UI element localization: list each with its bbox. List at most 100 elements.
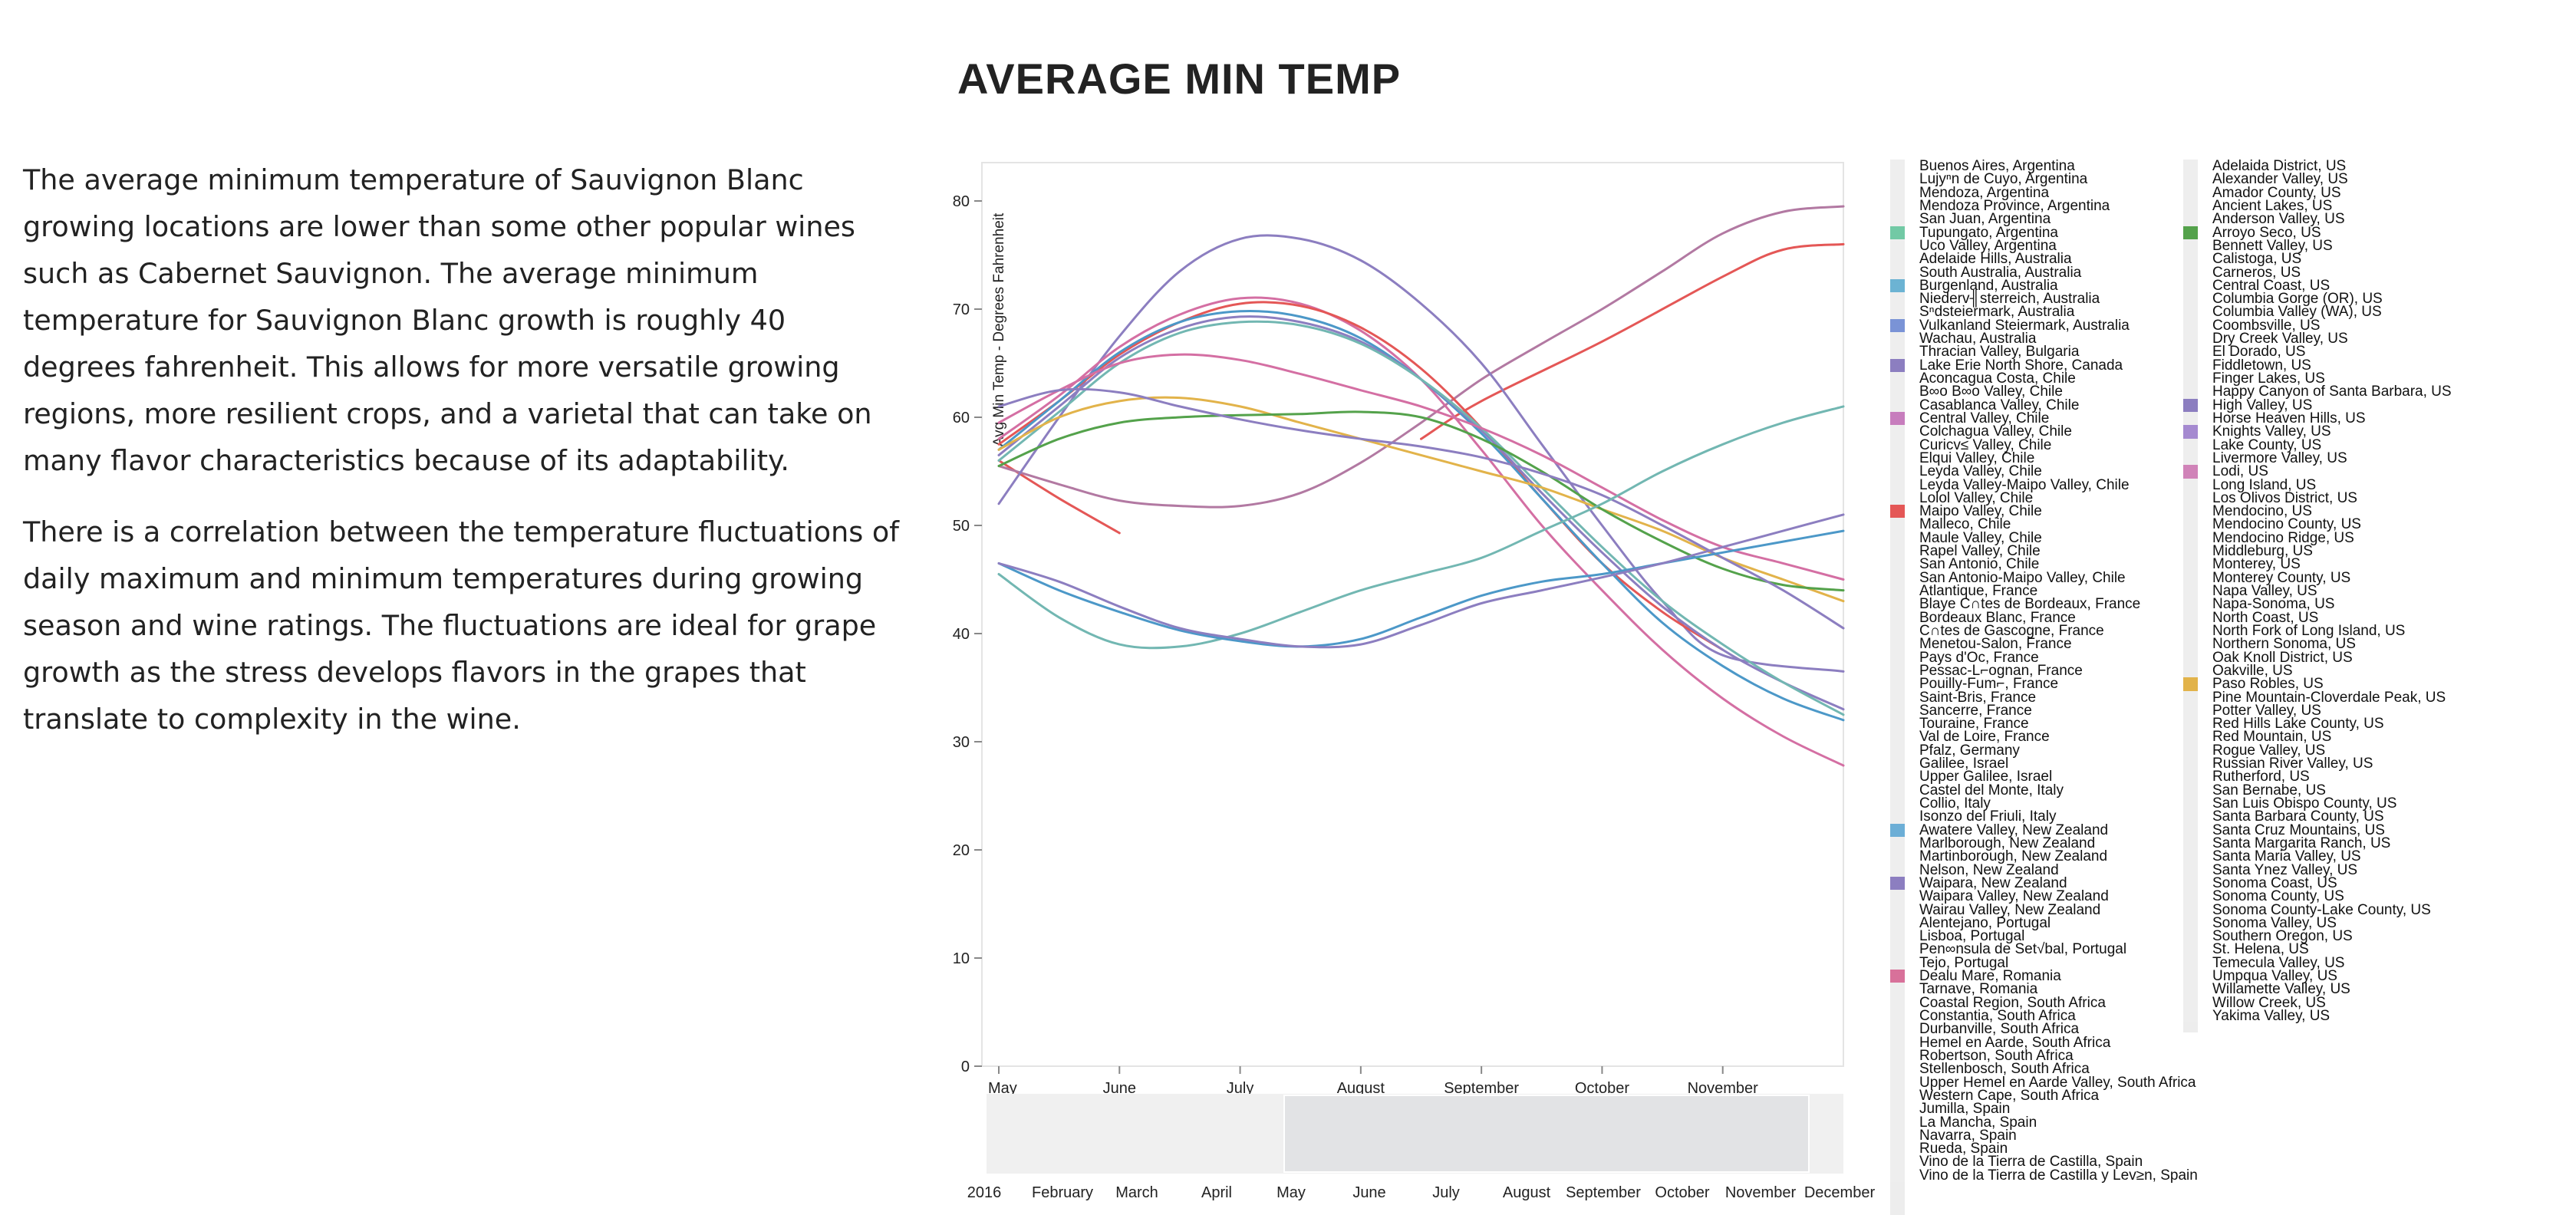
- legend-swatch: [2183, 770, 2198, 784]
- legend-swatch: [2183, 823, 2198, 837]
- x-tick-label: July: [1227, 1080, 1254, 1097]
- legend-label: Ancient Lakes, US: [2212, 197, 2333, 214]
- legend-swatch: [2183, 465, 2198, 479]
- legend-swatch: [2183, 478, 2198, 492]
- legend-swatch: [1890, 916, 1905, 930]
- legend-label: El Dorado, US: [2212, 344, 2306, 361]
- legend-swatch: [2183, 598, 2198, 611]
- plot-frame: [981, 162, 1844, 1067]
- legend-swatch: [1890, 398, 1905, 412]
- legend-swatch: [1890, 385, 1905, 399]
- legend-swatch: [2183, 690, 2198, 704]
- legend-swatch: [1890, 996, 1905, 1009]
- legend-swatch: [1890, 1168, 1905, 1183]
- legend-label: Collio, Italy: [1919, 795, 1991, 812]
- legend-swatch: [2183, 650, 2198, 664]
- page-title: AVERAGE MIN TEMP: [957, 54, 1402, 103]
- legend-label: Curicv≤ Valley, Chile: [1919, 436, 2052, 453]
- legend-label: Yakima Valley, US: [2212, 1008, 2331, 1024]
- legend-label: Alentejano, Portugal: [1919, 914, 2051, 931]
- legend-label: Columbia Gorge (OR), US: [2212, 291, 2383, 308]
- legend-swatch: [1890, 278, 1905, 293]
- legend-swatch: [2183, 398, 2198, 412]
- legend-swatch: [1890, 358, 1905, 372]
- legend-swatch: [1890, 970, 1905, 983]
- legend-label: Santa Maria Valley, US: [2212, 848, 2361, 865]
- legend-label: Napa Valley, US: [2212, 583, 2317, 599]
- overview-brush[interactable]: [1283, 1095, 1810, 1173]
- legend-label: Oakville, US: [2212, 662, 2293, 679]
- x-tick-label: May: [988, 1080, 1017, 1097]
- description-paragraph: There is a correlation between the tempe…: [23, 515, 900, 736]
- legend-swatch: [1890, 1142, 1905, 1156]
- legend-label: Happy Canyon of Santa Barbara, US: [2212, 384, 2452, 400]
- legend-swatch: [1890, 823, 1905, 837]
- legend-label: San Antonio, Chile: [1919, 556, 2040, 573]
- legend-label: San Juan, Argentina: [1919, 211, 2051, 228]
- legend-swatch: [1890, 983, 1905, 996]
- legend-swatch: [1890, 743, 1905, 758]
- legend-label: Marlborough, New Zealand: [1919, 835, 2096, 851]
- legend-label: Lake County, US: [2212, 436, 2322, 453]
- legend-swatch: [2183, 850, 2198, 864]
- legend-label: Finger Lakes, US: [2212, 370, 2325, 387]
- legend-swatch: [2183, 730, 2198, 744]
- legend-swatch: [1890, 332, 1905, 346]
- x-tick-label: June: [1103, 1080, 1136, 1097]
- legend-label: Livermore Valley, US: [2212, 449, 2347, 466]
- y-tick-label: 70: [953, 301, 970, 318]
- legend-label: Buenos Aires, Argentina: [1919, 158, 2075, 174]
- legend-swatch: [2183, 385, 2198, 399]
- legend-label: Lake Erie North Shore, Canada: [1919, 357, 2123, 374]
- legend-swatch: [2183, 930, 2198, 943]
- y-axis-title: Avg Min Temp - Degrees Fahrenheit: [991, 212, 1007, 446]
- legend-label: Mendocino Ridge, US: [2212, 529, 2354, 546]
- legend-swatch: [1890, 890, 1905, 904]
- legend-swatch: [2183, 212, 2198, 226]
- legend-label: Monterey County, US: [2212, 569, 2351, 586]
- legend-label: Knights Valley, US: [2212, 423, 2331, 440]
- legend-swatch: [1890, 1075, 1905, 1089]
- overview-axis: 2016 February March April May June July August S…: [967, 1184, 1876, 1201]
- legend-swatch: [1890, 611, 1905, 624]
- legend-label: Pays d'Oc, France: [1919, 649, 2039, 666]
- legend-label: Galilee, Israel: [1919, 756, 2009, 772]
- legend-label: Mendoza, Argentina: [1919, 184, 2050, 201]
- legend-swatch: [2183, 677, 2198, 691]
- legend-swatch: [2183, 743, 2198, 758]
- legend-swatch: [1890, 411, 1905, 426]
- legend-swatch: [1890, 491, 1905, 505]
- legend-label: Vulkanland Steiermark, Australia: [1919, 317, 2130, 334]
- legend-swatch: [1890, 730, 1905, 744]
- legend-label: Constantia, South Africa: [1919, 1008, 2076, 1024]
- legend-label: La Mancha, Spain: [1919, 1114, 2037, 1131]
- legend-label: Sⁿdsteiermark, Australia: [1919, 304, 2075, 321]
- legend-label: Adelaida District, US: [2212, 158, 2347, 174]
- legend-label: Niederv╢sterreich, Australia: [1919, 291, 2100, 308]
- legend-swatch: [1890, 584, 1905, 598]
- series-line: [997, 320, 1845, 716]
- legend-swatch: [2183, 943, 2198, 957]
- legend-swatch: [1890, 770, 1905, 784]
- legend-swatch: [1890, 663, 1905, 678]
- overview-tick-label: April: [1201, 1184, 1232, 1201]
- legend-swatch: [1890, 690, 1905, 704]
- legend-label: Menetou-Salon, France: [1919, 636, 2072, 653]
- legend-swatch: [2183, 425, 2198, 439]
- legend-swatch: [2183, 903, 2198, 917]
- overview-tick-label: March: [1115, 1184, 1158, 1201]
- legend-swatch: [2183, 797, 2198, 811]
- legend-swatch: [2183, 783, 2198, 797]
- legend-swatch: [2183, 173, 2198, 186]
- legend-swatch: [1890, 1115, 1905, 1129]
- legend-label: Calistoga, US: [2212, 251, 2302, 268]
- legend-label: St. Helena, US: [2212, 941, 2309, 958]
- legend-label: Oak Knoll District, US: [2212, 649, 2353, 666]
- series-line: [997, 205, 1845, 509]
- legend-label: Leyda Valley-Maipo Valley, Chile: [1919, 476, 2130, 493]
- legend-label: Stellenbosch, South Africa: [1919, 1061, 2090, 1078]
- legend-label: Lolol Valley, Chile: [1919, 489, 2034, 506]
- series-line: [997, 513, 1845, 649]
- y-axis: 0 10 20 30 40 50 60 70 80: [953, 193, 982, 1075]
- legend-swatch: [1890, 1022, 1905, 1036]
